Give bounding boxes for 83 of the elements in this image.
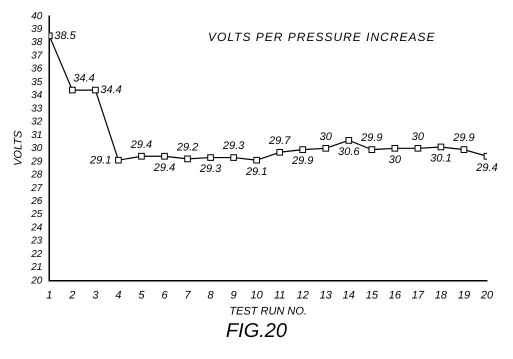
data-label: 29.1 <box>89 154 112 166</box>
point <box>276 148 284 156</box>
data-label: 29.1 <box>244 166 268 178</box>
y-tick-label: 38 <box>31 37 43 48</box>
x-tick-label: 1 <box>46 289 52 302</box>
y-tick-label: 34 <box>31 90 43 102</box>
data-label: 34.4 <box>100 84 122 96</box>
point <box>322 144 330 152</box>
data-label: 29.3 <box>222 140 246 152</box>
point <box>299 146 306 153</box>
point <box>138 152 145 160</box>
point <box>184 156 191 162</box>
x-tick-label: 9 <box>230 289 237 302</box>
point <box>368 146 376 153</box>
point <box>438 144 444 150</box>
y-tick-label: 39 <box>31 24 43 36</box>
y-tick-label: 40 <box>31 10 43 22</box>
data-label: 30 <box>388 154 402 166</box>
data-label: 29.7 <box>268 134 292 147</box>
y-tick-label: 21 <box>30 262 42 274</box>
point <box>230 154 237 161</box>
point <box>392 144 398 152</box>
point <box>92 86 99 94</box>
data-label: 29.9 <box>452 132 475 144</box>
y-tick-label: 27 <box>30 182 43 194</box>
data-label: 30.6 <box>338 146 360 158</box>
x-tick-label: 5 <box>138 289 146 302</box>
y-tick-label: 37 <box>31 50 43 62</box>
data-label: 29.3 <box>198 163 222 176</box>
x-tick-label: 10 <box>250 289 264 302</box>
x-tick-label: 20 <box>480 289 494 302</box>
y-tick-label: 33 <box>31 103 43 114</box>
y-tick-label: 23 <box>30 236 43 247</box>
data-label: 29.4 <box>475 162 498 174</box>
y-tick-label: 24 <box>30 222 43 234</box>
x-tick-label: 17 <box>412 289 425 302</box>
point <box>253 156 260 164</box>
y-tick-label: 32 <box>31 116 43 128</box>
data-label: 29.9 <box>291 155 314 168</box>
y-axis-title: VOLTS <box>12 130 25 166</box>
data-label: 34.4 <box>73 72 95 85</box>
data-label: 29.9 <box>360 132 383 144</box>
data-label: 30.1 <box>430 152 452 165</box>
x-tick-label: 7 <box>184 289 192 302</box>
point <box>69 86 76 94</box>
data-label: 38.5 <box>54 30 77 42</box>
x-tick-label: 8 <box>208 289 215 302</box>
y-tick-label: 31 <box>31 130 42 141</box>
y-tick-label: 35 <box>31 76 43 88</box>
y-tick-label: 25 <box>30 209 43 220</box>
x-tick-label: 6 <box>161 289 168 302</box>
point <box>345 137 352 144</box>
point <box>161 152 168 160</box>
y-tick-label: 30 <box>31 143 43 154</box>
x-tick-label: 15 <box>366 289 379 302</box>
x-tick-label: 18 <box>434 289 448 302</box>
point <box>460 146 468 153</box>
x-tick-label: 4 <box>115 289 122 302</box>
data-label: 29.2 <box>176 141 198 154</box>
y-tick-label: 22 <box>30 248 43 260</box>
y-tick-label: 26 <box>30 196 43 207</box>
x-tick-label: 14 <box>342 289 355 302</box>
x-tick-label: 3 <box>92 289 100 302</box>
data-label: 30 <box>412 130 425 143</box>
y-tick-label: 36 <box>31 64 43 75</box>
x-tick-label: 13 <box>320 289 333 302</box>
x-tick-label: 16 <box>388 289 402 302</box>
x-tick-label: 11 <box>274 289 286 302</box>
point <box>414 144 422 152</box>
y-tick-label: 28 <box>30 170 43 181</box>
x-tick-label: 19 <box>458 289 470 302</box>
x-tick-label: 12 <box>296 289 309 302</box>
point <box>207 154 214 161</box>
data-label: 29.4 <box>152 162 176 174</box>
text: VOLTS PER PRESSURE INCREASE <box>208 30 436 44</box>
caption: FIG.20 <box>224 320 288 343</box>
y-tick-label: 20 <box>30 275 43 286</box>
x-tick-label: 2 <box>68 289 76 302</box>
data-label: 29.4 <box>130 138 152 151</box>
x-axis-title: TEST RUN NO. <box>229 305 307 318</box>
y-tick-label: 29 <box>30 156 43 168</box>
point <box>115 156 122 164</box>
data-label: 30 <box>320 130 333 143</box>
